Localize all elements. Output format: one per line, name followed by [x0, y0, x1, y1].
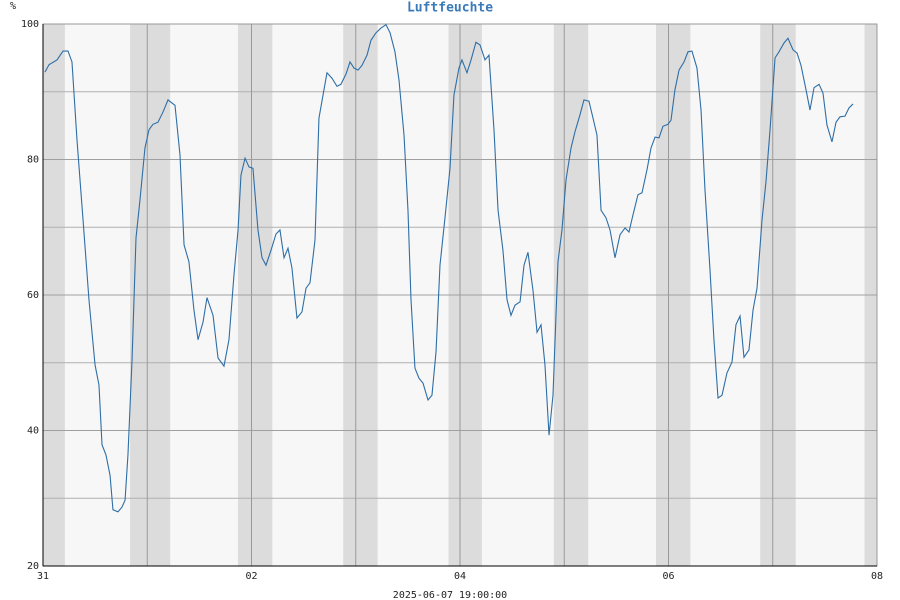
y-tick-label: 20 [27, 561, 39, 572]
y-tick-label: 60 [27, 290, 39, 301]
timestamp: 2025-06-07 19:00:00 [393, 590, 507, 600]
x-tick-label: 06 [662, 571, 674, 582]
y-tick-label: 80 [27, 155, 39, 166]
y-tick-label: 40 [27, 426, 39, 437]
y-unit: % [10, 1, 16, 12]
chart-title: Luftfeuchte [407, 1, 493, 16]
x-tick-label: 04 [454, 571, 466, 582]
x-tick-label: 02 [245, 571, 257, 582]
data-line [44, 23, 854, 513]
x-tick-label: 08 [871, 571, 883, 582]
y-tick-label: 100 [21, 19, 39, 30]
x-tick-label: 31 [37, 571, 49, 582]
